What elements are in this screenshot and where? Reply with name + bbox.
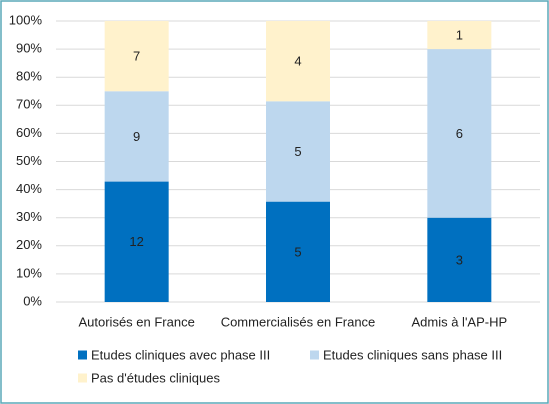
y-tick-label: 80% [16, 69, 42, 84]
bar-segment [104, 181, 169, 302]
y-tick-label: 60% [16, 125, 42, 140]
bar-segment [427, 21, 492, 50]
y-tick-label: 90% [16, 41, 42, 56]
data-label: 7 [133, 49, 140, 64]
bar-segment [266, 21, 330, 102]
legend-label: Pas d'études cliniques [91, 370, 220, 385]
data-label: 12 [129, 234, 143, 249]
y-tick-label: 100% [9, 12, 43, 27]
data-label: 1 [456, 27, 463, 42]
bar-segment [427, 217, 492, 302]
legend-swatch [78, 373, 87, 383]
y-tick-label: 30% [16, 209, 42, 224]
data-label: 4 [294, 54, 301, 69]
data-label: 3 [456, 252, 463, 267]
legend-swatch [78, 350, 87, 360]
y-tick-label: 10% [16, 265, 42, 280]
bar-segment [266, 201, 330, 302]
legend-label: Etudes cliniques sans phase III [323, 347, 502, 362]
bar-segment [104, 21, 169, 92]
bar-segment [104, 91, 169, 182]
bar-segment [427, 49, 492, 218]
x-tick-label: Autorisés en France [78, 314, 194, 329]
x-tick-label: Commercialisés en France [221, 314, 376, 329]
data-label: 5 [294, 144, 301, 159]
y-tick-label: 50% [16, 153, 42, 168]
x-tick-label: Admis à l'AP-HP [411, 314, 507, 329]
y-tick-label: 20% [16, 237, 42, 252]
legend-label: Etudes cliniques avec phase III [91, 347, 270, 362]
data-label: 5 [294, 244, 301, 259]
legend-swatch [310, 350, 319, 360]
y-tick-label: 70% [16, 97, 42, 112]
y-tick-label: 0% [23, 293, 42, 308]
y-tick-label: 40% [16, 181, 42, 196]
bar-segment [266, 101, 330, 202]
data-label: 9 [133, 129, 140, 144]
data-label: 6 [456, 126, 463, 141]
